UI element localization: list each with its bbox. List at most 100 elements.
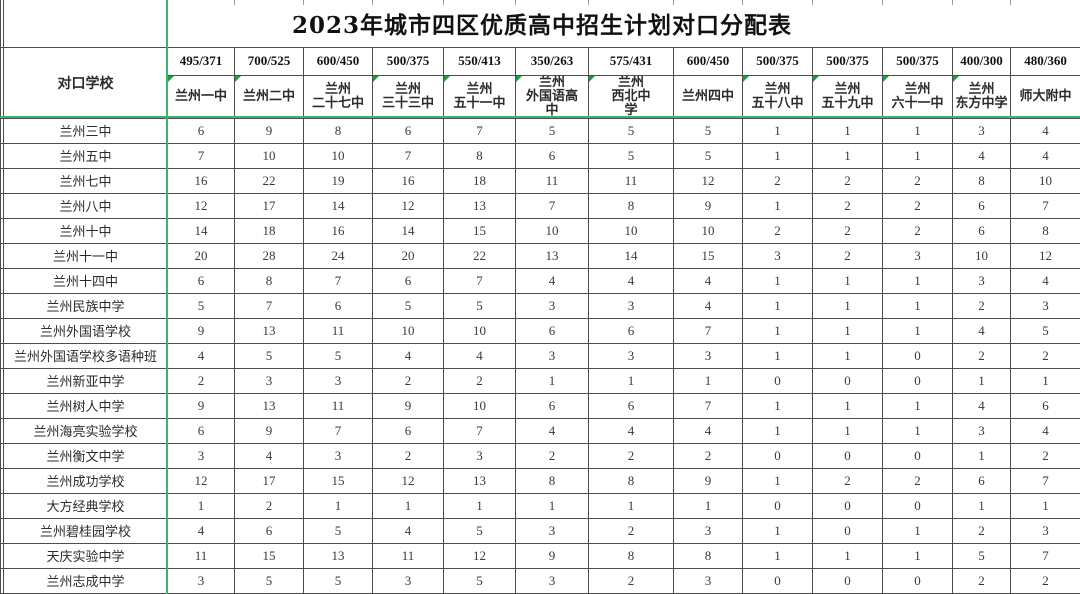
allocation-cell[interactable]: 15 (443, 217, 516, 244)
allocation-cell[interactable]: 10 (443, 317, 516, 344)
allocation-cell[interactable]: 1 (812, 142, 883, 169)
allocation-cell[interactable]: 1 (882, 542, 953, 569)
allocation-cell[interactable]: 11 (303, 392, 373, 419)
allocation-cell[interactable]: 7 (234, 292, 304, 319)
allocation-cell[interactable]: 1 (742, 517, 813, 544)
quota-cell[interactable]: 500/375 (372, 46, 444, 76)
quota-cell[interactable]: 550/413 (443, 46, 516, 76)
allocation-cell[interactable]: 0 (742, 567, 813, 594)
school-column-header[interactable]: 兰州 五十一中 (443, 74, 516, 119)
allocation-cell[interactable]: 5 (303, 517, 373, 544)
allocation-cell[interactable]: 1 (167, 492, 235, 519)
allocation-cell[interactable]: 3 (588, 342, 674, 369)
allocation-cell[interactable]: 5 (588, 117, 674, 144)
allocation-cell[interactable]: 3 (515, 567, 589, 594)
row-school-name[interactable]: 兰州外国语学校多语种班 (3, 342, 168, 369)
allocation-cell[interactable]: 7 (443, 117, 516, 144)
row-school-name[interactable]: 兰州衡文中学 (3, 442, 168, 469)
quota-cell[interactable]: 600/450 (673, 46, 743, 76)
allocation-cell[interactable]: 6 (167, 267, 235, 294)
allocation-cell[interactable]: 4 (372, 517, 444, 544)
allocation-cell[interactable]: 4 (588, 267, 674, 294)
allocation-cell[interactable]: 3 (673, 517, 743, 544)
row-school-name[interactable]: 兰州十四中 (3, 267, 168, 294)
allocation-cell[interactable]: 2 (588, 517, 674, 544)
allocation-cell[interactable]: 1 (588, 492, 674, 519)
allocation-cell[interactable]: 12 (372, 467, 444, 494)
allocation-cell[interactable]: 22 (234, 167, 304, 194)
allocation-cell[interactable]: 7 (515, 192, 589, 219)
allocation-cell[interactable]: 1 (1009, 367, 1080, 394)
allocation-cell[interactable]: 0 (742, 367, 813, 394)
allocation-cell[interactable]: 13 (303, 542, 373, 569)
allocation-cell[interactable]: 6 (167, 117, 235, 144)
allocation-cell[interactable]: 2 (812, 192, 883, 219)
allocation-cell[interactable]: 15 (673, 242, 743, 269)
allocation-cell[interactable]: 1 (882, 417, 953, 444)
allocation-cell[interactable]: 3 (1009, 292, 1080, 319)
school-column-header[interactable]: 师大附中 (1009, 74, 1080, 119)
allocation-cell[interactable]: 8 (1009, 217, 1080, 244)
allocation-cell[interactable]: 13 (443, 192, 516, 219)
allocation-cell[interactable]: 10 (588, 217, 674, 244)
allocation-cell[interactable]: 2 (882, 192, 953, 219)
allocation-cell[interactable]: 14 (372, 217, 444, 244)
allocation-cell[interactable]: 12 (167, 467, 235, 494)
row-school-name[interactable]: 兰州碧桂园学校 (3, 517, 168, 544)
allocation-cell[interactable]: 1 (742, 417, 813, 444)
quota-cell[interactable]: 400/300 (952, 46, 1011, 76)
row-school-name[interactable]: 大方经典学校 (3, 492, 168, 519)
allocation-cell[interactable]: 16 (167, 167, 235, 194)
allocation-cell[interactable]: 5 (234, 567, 304, 594)
allocation-cell[interactable]: 2 (742, 167, 813, 194)
quota-cell[interactable]: 350/263 (515, 46, 589, 76)
allocation-cell[interactable]: 3 (588, 292, 674, 319)
allocation-cell[interactable]: 4 (1009, 417, 1080, 444)
allocation-cell[interactable]: 7 (443, 417, 516, 444)
allocation-cell[interactable]: 4 (673, 292, 743, 319)
allocation-cell[interactable]: 2 (952, 292, 1011, 319)
allocation-cell[interactable]: 0 (812, 492, 883, 519)
allocation-cell[interactable]: 5 (588, 142, 674, 169)
table-title[interactable]: 2023年城市四区优质高中招生计划对口分配表 (2, 0, 1080, 48)
allocation-cell[interactable]: 6 (952, 192, 1011, 219)
row-school-name[interactable]: 兰州海亮实验学校 (3, 417, 168, 444)
quota-cell[interactable]: 500/375 (742, 46, 813, 76)
allocation-cell[interactable]: 3 (742, 242, 813, 269)
allocation-cell[interactable]: 4 (372, 342, 444, 369)
allocation-cell[interactable]: 0 (742, 442, 813, 469)
allocation-cell[interactable]: 4 (515, 267, 589, 294)
row-school-name[interactable]: 天庆实验中学 (3, 542, 168, 569)
allocation-cell[interactable]: 5 (673, 117, 743, 144)
allocation-cell[interactable]: 4 (1009, 267, 1080, 294)
allocation-cell[interactable]: 1 (515, 367, 589, 394)
allocation-cell[interactable]: 1 (882, 517, 953, 544)
allocation-cell[interactable]: 1 (882, 292, 953, 319)
allocation-cell[interactable]: 4 (673, 417, 743, 444)
allocation-cell[interactable]: 5 (372, 292, 444, 319)
allocation-cell[interactable]: 1 (812, 267, 883, 294)
allocation-cell[interactable]: 2 (952, 567, 1011, 594)
allocation-cell[interactable]: 5 (303, 342, 373, 369)
allocation-cell[interactable]: 12 (673, 167, 743, 194)
allocation-cell[interactable]: 9 (167, 317, 235, 344)
row-school-name[interactable]: 兰州三中 (3, 117, 168, 144)
allocation-cell[interactable]: 12 (1009, 242, 1080, 269)
school-column-header[interactable]: 兰州二中 (234, 74, 304, 119)
allocation-cell[interactable]: 2 (1009, 567, 1080, 594)
allocation-cell[interactable]: 12 (167, 192, 235, 219)
allocation-cell[interactable]: 13 (234, 317, 304, 344)
allocation-cell[interactable]: 6 (372, 117, 444, 144)
allocation-cell[interactable]: 2 (372, 367, 444, 394)
allocation-cell[interactable]: 0 (882, 367, 953, 394)
allocation-cell[interactable]: 18 (443, 167, 516, 194)
allocation-cell[interactable]: 11 (372, 542, 444, 569)
allocation-cell[interactable]: 8 (588, 192, 674, 219)
allocation-cell[interactable]: 1 (882, 117, 953, 144)
allocation-cell[interactable]: 12 (372, 192, 444, 219)
school-column-header[interactable]: 兰州 五十八中 (742, 74, 813, 119)
allocation-cell[interactable]: 1 (882, 392, 953, 419)
allocation-cell[interactable]: 1 (952, 492, 1011, 519)
allocation-cell[interactable]: 5 (515, 117, 589, 144)
allocation-cell[interactable]: 8 (588, 467, 674, 494)
